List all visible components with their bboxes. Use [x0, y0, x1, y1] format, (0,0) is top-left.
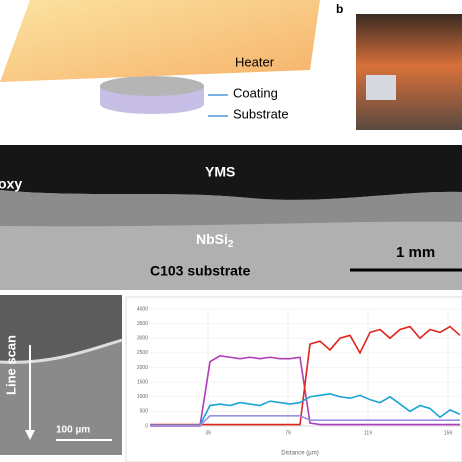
epoxy-region — [0, 145, 462, 200]
epoxy-label: oxy — [0, 176, 22, 192]
x-tick-label: 39 — [205, 430, 211, 436]
nbsi2-label: NbSi2 — [196, 231, 234, 250]
chart-panel — [125, 296, 462, 462]
x-axis-label: Distance (µm) — [281, 451, 318, 457]
substrate-label: C103 substrate — [150, 263, 251, 279]
heater-label: Heater — [235, 54, 275, 69]
x-tick-label: 79 — [285, 430, 291, 436]
y-tick-label: 2000 — [137, 365, 148, 371]
x-tick-label: 119 — [364, 430, 372, 436]
y-tick-label: 1500 — [137, 379, 148, 385]
scale-label: 1 mm — [396, 244, 435, 261]
coating-disk — [100, 76, 204, 96]
y-tick-label: 2500 — [137, 350, 148, 356]
y-tick-label: 4000 — [137, 306, 148, 312]
yms-label: YMS — [205, 164, 235, 180]
data-line — [150, 414, 460, 427]
interface — [0, 338, 123, 364]
y-tick-label: 0 — [145, 423, 148, 429]
line-scan-label: Line scan — [3, 335, 18, 395]
y-tick-label: 500 — [140, 409, 149, 415]
y-tick-label: 3000 — [137, 336, 148, 342]
panel-label: b — [336, 2, 343, 16]
coating-label: Coating — [233, 85, 278, 100]
y-tick-label: 3500 — [137, 321, 148, 327]
data-line — [150, 393, 461, 426]
heater-plate — [0, 0, 320, 82]
coating-region — [0, 190, 462, 227]
arrow-head — [25, 430, 35, 440]
photo — [356, 14, 462, 130]
y-tick-label: 1000 — [137, 394, 148, 400]
scale-label: 100 µm — [56, 425, 90, 436]
laptop — [366, 75, 396, 100]
x-tick-label: 159 — [444, 430, 453, 436]
substrate-label: Substrate — [233, 106, 289, 121]
